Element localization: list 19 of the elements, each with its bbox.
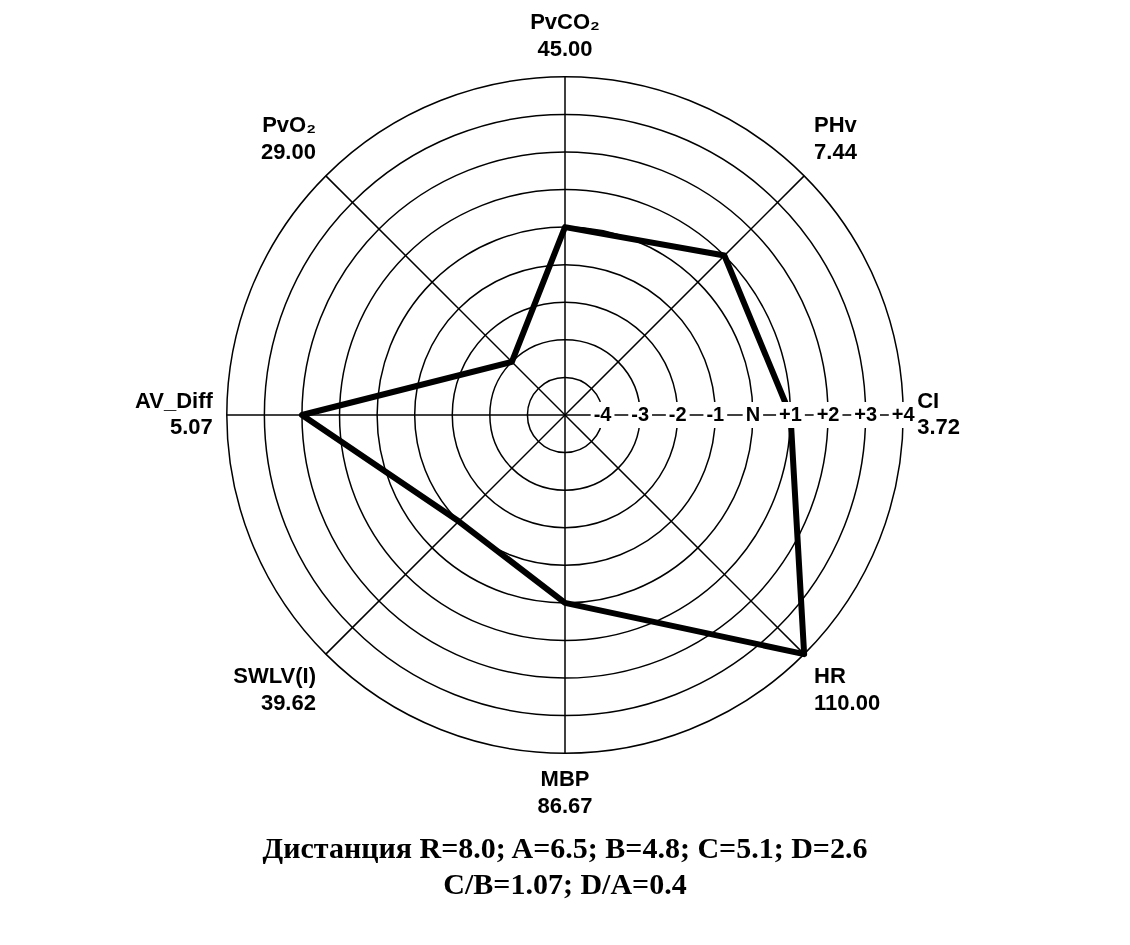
y-tick-label: -2 — [668, 402, 687, 425]
y-tick-label: N — [745, 402, 761, 425]
y-tick-label: +1 — [779, 402, 802, 425]
y-tick-label: +3 — [854, 402, 878, 425]
spoke-label: PvO₂ 29.00 — [260, 112, 316, 164]
y-tick-label: -4 — [593, 402, 613, 425]
spoke-label: HR 110.00 — [814, 663, 881, 715]
spoke-label: CI 3.72 — [917, 387, 961, 440]
y-tick-label: -3 — [631, 402, 650, 425]
y-tick-label: +2 — [816, 402, 840, 425]
spoke-label: MBP 86.67 — [537, 766, 593, 818]
spoke-label: AV_Diff 5.07 — [134, 387, 214, 440]
spoke-label: PHv 7.44 — [814, 112, 858, 164]
text: C/B=1.07; D/A=0.4 — [442, 866, 688, 902]
spoke-label: PvCO₂ 45.00 — [530, 9, 600, 61]
y-tick-label: -1 — [706, 402, 725, 425]
y-tick-label: +4 — [891, 402, 916, 425]
text: Дистанция R=8.0; A=6.5; B=4.8; C=5.1; D=2.6 — [261, 830, 869, 866]
spoke-label: SWLV(I) 39.62 — [233, 663, 316, 715]
